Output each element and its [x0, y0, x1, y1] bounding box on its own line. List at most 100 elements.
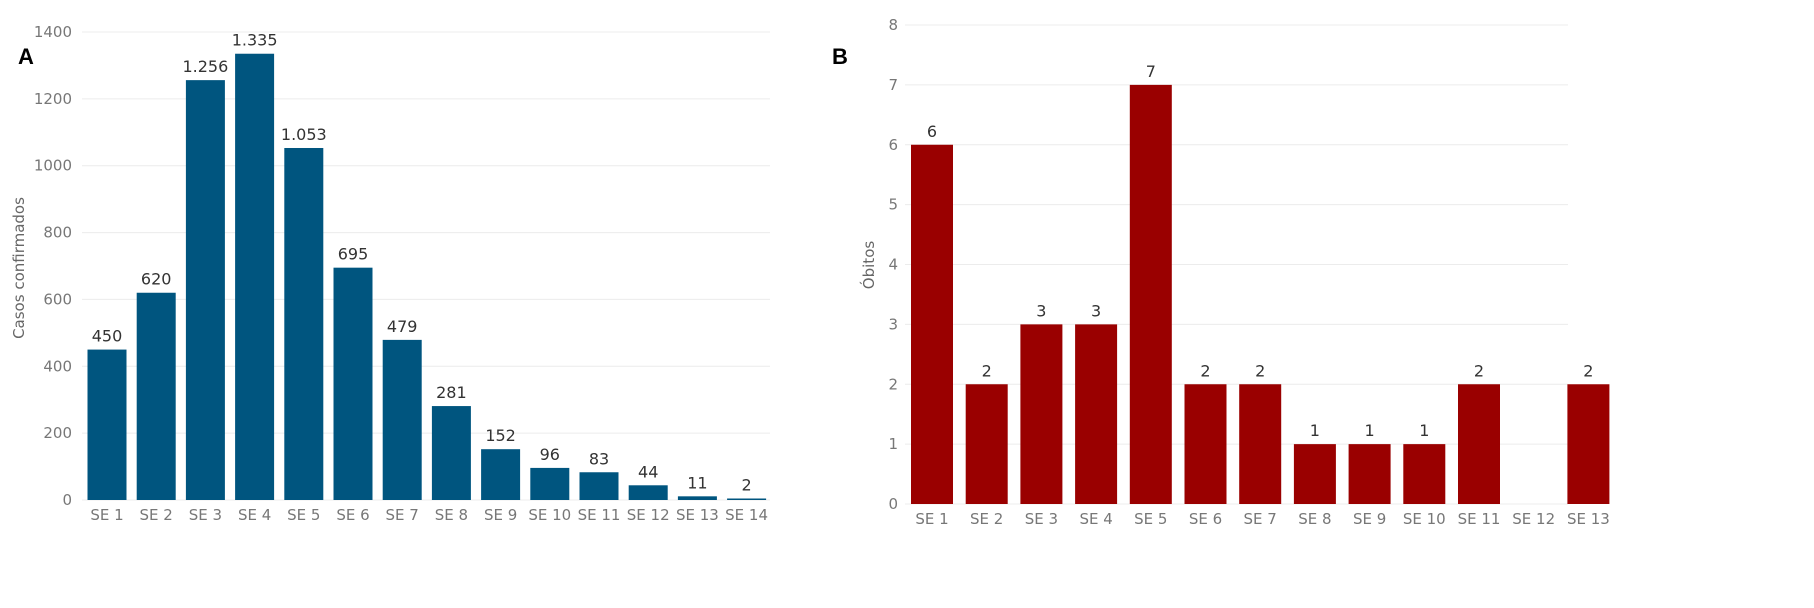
bar: [382, 339, 422, 500]
x-tick-label: SE 6: [1189, 510, 1222, 528]
x-tick-label: SE 5: [1134, 510, 1167, 528]
data-label: 1.053: [281, 125, 327, 144]
data-label: 96: [540, 445, 560, 464]
y-tick-label: 6: [888, 136, 898, 154]
y-tick-label: 4: [888, 256, 898, 274]
data-label: 2: [1583, 361, 1593, 380]
x-tick-label: SE 8: [1298, 510, 1331, 528]
bar: [727, 498, 767, 500]
y-tick-label: 0: [888, 495, 898, 513]
y-tick-label: 200: [43, 424, 72, 442]
x-tick-label: SE 13: [1567, 510, 1610, 528]
x-tick-label: SE 3: [1025, 510, 1058, 528]
y-tick-label: 1000: [34, 157, 72, 175]
bar: [1129, 84, 1172, 504]
x-tick-label: SE 14: [725, 506, 768, 524]
bar: [481, 449, 521, 500]
data-label: 6: [927, 122, 937, 141]
x-tick-label: SE 4: [238, 506, 271, 524]
bar: [1348, 444, 1391, 504]
bar: [965, 384, 1008, 504]
bar: [911, 144, 953, 504]
data-label: 479: [387, 317, 418, 336]
bar: [1184, 384, 1227, 504]
x-tick-label: SE 9: [484, 506, 517, 524]
y-tick-label: 2: [888, 375, 898, 393]
y-tick-label: 3: [888, 315, 898, 333]
x-tick-label: SE 6: [336, 506, 369, 524]
bar: [333, 267, 373, 500]
x-tick-label: SE 12: [1512, 510, 1555, 528]
data-label: 2: [1200, 361, 1210, 380]
bar: [1020, 324, 1063, 504]
bar: [677, 496, 717, 500]
x-tick-label: SE 7: [1244, 510, 1277, 528]
bar: [579, 472, 619, 500]
x-tick-label: SE 1: [90, 506, 123, 524]
y-tick-label: 600: [43, 290, 72, 308]
y-tick-label: 0: [62, 491, 72, 509]
data-label: 152: [485, 426, 516, 445]
y-tick-label: 1200: [34, 90, 72, 108]
data-label: 7: [1146, 62, 1156, 81]
data-label: 2: [1255, 361, 1265, 380]
data-label: 1: [1310, 421, 1320, 440]
bar: [1239, 384, 1282, 504]
data-label: 1.256: [182, 57, 228, 76]
data-label: 3: [1036, 301, 1046, 320]
x-tick-label: SE 3: [189, 506, 222, 524]
data-label: 281: [436, 383, 467, 402]
x-tick-label: SE 8: [435, 506, 468, 524]
panel-letter: A: [18, 44, 34, 69]
x-tick-label: SE 10: [1403, 510, 1446, 528]
bar: [185, 80, 225, 500]
data-label: 83: [589, 449, 609, 468]
bar: [530, 467, 570, 500]
data-label: 1.335: [232, 31, 278, 50]
bar: [1567, 384, 1610, 504]
data-label: 1: [1419, 421, 1429, 440]
data-label: 620: [141, 270, 172, 289]
y-tick-label: 400: [43, 357, 72, 375]
bar: [87, 349, 127, 500]
bar: [431, 406, 471, 500]
data-label: 695: [338, 245, 369, 264]
y-tick-label: 1400: [34, 23, 72, 41]
bar: [1293, 444, 1336, 504]
x-tick-label: SE 2: [970, 510, 1003, 528]
bar: [1403, 444, 1446, 504]
chart-panel-a: 0 200 400 600 800 1000 1200 1400 450 SE 1 620 SE 2 1…: [10, 23, 770, 524]
data-label: 44: [638, 462, 658, 481]
x-tick-label: SE 13: [676, 506, 719, 524]
bar: [1458, 384, 1500, 504]
x-tick-label: SE 2: [140, 506, 173, 524]
x-tick-label: SE 4: [1079, 510, 1112, 528]
y-axis-label: Óbitos: [859, 241, 878, 290]
x-tick-label: SE 9: [1353, 510, 1386, 528]
data-label: 2: [1474, 361, 1484, 380]
bar: [284, 147, 324, 501]
data-label: 2: [982, 361, 992, 380]
y-tick-label: 7: [888, 76, 898, 94]
y-axis-label: Casos confirmados: [10, 197, 28, 339]
bar: [1075, 324, 1118, 504]
data-label: 11: [687, 473, 707, 492]
x-tick-label: SE 1: [915, 510, 948, 528]
x-tick-label: SE 11: [578, 506, 621, 524]
data-label: 1: [1365, 421, 1375, 440]
y-tick-label: 5: [888, 196, 898, 214]
x-tick-label: SE 7: [386, 506, 419, 524]
bar: [136, 292, 176, 500]
panel-letter: B: [832, 44, 848, 69]
x-tick-label: SE 12: [627, 506, 670, 524]
y-tick-label: 800: [43, 224, 72, 242]
data-label: 2: [742, 476, 752, 495]
bar: [235, 53, 275, 500]
x-tick-label: SE 11: [1458, 510, 1501, 528]
data-label: 450: [92, 327, 123, 346]
y-tick-label: 1: [888, 435, 898, 453]
bar: [628, 485, 668, 500]
data-label: 3: [1091, 301, 1101, 320]
